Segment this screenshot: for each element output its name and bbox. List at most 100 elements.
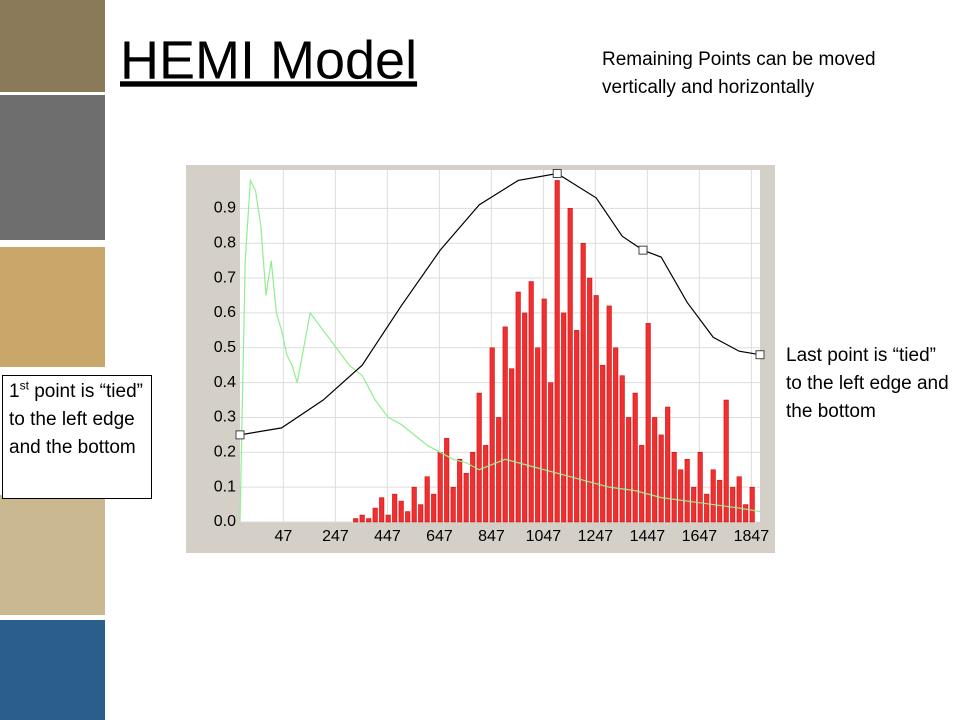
bar — [366, 518, 372, 523]
bar — [619, 375, 625, 523]
bar — [483, 445, 489, 523]
bar — [593, 295, 599, 523]
bar — [671, 452, 677, 523]
y-tick-label: 0.4 — [214, 374, 236, 391]
slide-title: HEMI Model — [120, 30, 417, 90]
bar — [489, 347, 495, 523]
bar — [717, 479, 723, 523]
y-tick-label: 0.3 — [214, 409, 236, 426]
x-tick-label: 1647 — [682, 528, 718, 545]
bar — [704, 493, 710, 523]
bar — [554, 180, 560, 523]
bar — [515, 291, 521, 523]
control-point[interactable] — [552, 168, 562, 178]
y-tick-label: 0.9 — [214, 200, 236, 217]
annotation: Last point is “tied” to the left edge an… — [786, 345, 949, 422]
bar — [411, 486, 417, 523]
bar — [678, 469, 684, 523]
x-tick-label: 1247 — [578, 528, 614, 545]
thumb-image — [0, 0, 105, 92]
y-tick-label: 0.5 — [214, 339, 236, 356]
bar — [710, 469, 716, 523]
y-tick-label: 0.1 — [214, 478, 236, 495]
thumb-image — [0, 95, 105, 240]
x-tick-label: 47 — [275, 528, 293, 545]
bar — [522, 312, 528, 523]
bar — [665, 406, 671, 523]
bar — [476, 392, 482, 523]
bar — [502, 326, 508, 523]
bar — [548, 382, 554, 523]
x-tick-label: 247 — [322, 528, 349, 545]
x-tick-label: 1447 — [630, 528, 666, 545]
bar — [509, 368, 515, 523]
bar — [567, 208, 573, 523]
bar — [418, 504, 424, 523]
bar — [541, 298, 547, 523]
bar — [359, 514, 365, 523]
bar — [457, 459, 463, 523]
bar — [444, 438, 450, 523]
bar — [535, 347, 541, 523]
control-point[interactable] — [235, 430, 245, 440]
bar — [528, 281, 534, 523]
control-point[interactable] — [755, 350, 765, 360]
bar — [580, 242, 586, 523]
bar — [353, 518, 359, 523]
annotation-box: 1st point is “tied” to the left edge and… — [2, 375, 152, 499]
bar — [470, 452, 476, 523]
line — [239, 178, 761, 523]
bar — [697, 452, 703, 523]
annotation: Remaining Points can be moved vertically… — [602, 49, 876, 98]
bar — [431, 493, 437, 523]
bar — [613, 347, 619, 523]
thumb-image — [0, 495, 105, 615]
annotation: point is “tied” to the left edge and the… — [9, 381, 143, 458]
bar — [749, 486, 755, 523]
y-tick-label: 0.2 — [214, 444, 236, 461]
bar — [652, 417, 658, 523]
bar — [743, 504, 749, 523]
bar — [606, 305, 612, 523]
bar — [639, 445, 645, 523]
y-tick-label: 0.6 — [214, 304, 236, 321]
x-tick-label: 1047 — [526, 528, 562, 545]
bar — [405, 511, 411, 523]
bar — [587, 277, 593, 523]
bar — [463, 472, 469, 523]
bar — [496, 417, 502, 523]
bar — [691, 486, 697, 523]
control-point[interactable] — [638, 245, 648, 255]
x-tick-label: 647 — [426, 528, 453, 545]
bar — [561, 312, 567, 523]
bar — [632, 392, 638, 523]
bar — [574, 330, 580, 523]
bar — [392, 493, 398, 523]
y-tick-label: 0.0 — [214, 513, 236, 530]
bar — [379, 497, 385, 523]
bar — [600, 364, 606, 523]
x-tick-label: 447 — [374, 528, 401, 545]
bar — [372, 507, 378, 523]
bar — [385, 514, 391, 523]
bar — [723, 399, 729, 523]
y-tick-label: 0.7 — [214, 269, 236, 286]
bar — [736, 476, 742, 523]
x-tick-label: 847 — [478, 528, 505, 545]
bar — [645, 323, 651, 523]
bar — [658, 434, 664, 523]
bar — [730, 486, 736, 523]
bar — [424, 476, 430, 523]
thumb-image — [0, 247, 105, 367]
bar — [398, 500, 404, 523]
bar — [626, 417, 632, 523]
annotation: 1 — [9, 381, 20, 402]
x-tick-label: 1847 — [734, 528, 770, 545]
annotation: st — [19, 378, 29, 393]
bar — [437, 452, 443, 523]
bar — [450, 486, 456, 523]
thumb-image — [0, 620, 105, 720]
y-tick-label: 0.8 — [214, 234, 236, 251]
